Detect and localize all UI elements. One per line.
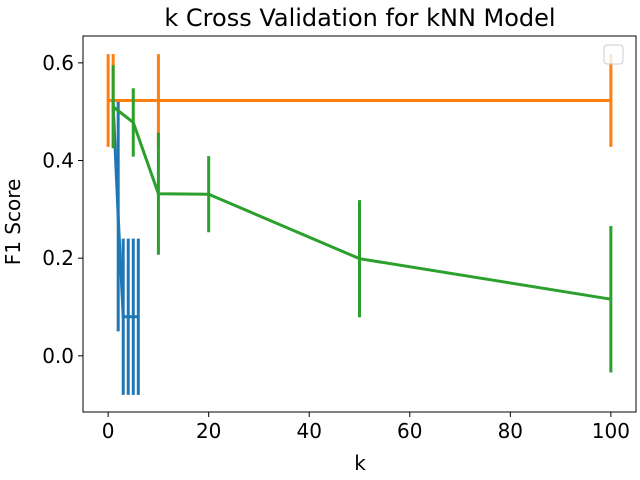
x-tick-label: 20 [196, 419, 221, 443]
plot-area: 0 20 40 60 80 100 0.0 0.2 0.4 0.6 [42, 35, 637, 443]
x-tick-label: 0 [102, 419, 115, 443]
x-tick-label: 80 [498, 419, 523, 443]
y-tick-label: 0.4 [42, 149, 74, 173]
x-tick-label: 60 [397, 419, 422, 443]
axes-frame [82, 35, 637, 413]
y-tick-label: 0.2 [42, 246, 74, 270]
y-axis-label: F1 Score [1, 179, 25, 266]
chart-title: k Cross Validation for kNN Model [164, 4, 555, 32]
y-tick-label: 0.6 [42, 51, 74, 75]
series-3-line [112, 105, 612, 301]
x-axis-label: k [354, 451, 366, 475]
legend-box [603, 44, 624, 65]
y-tick-label: 0.0 [42, 344, 74, 368]
x-tick-label: 100 [592, 419, 630, 443]
x-tick-label: 40 [297, 419, 322, 443]
